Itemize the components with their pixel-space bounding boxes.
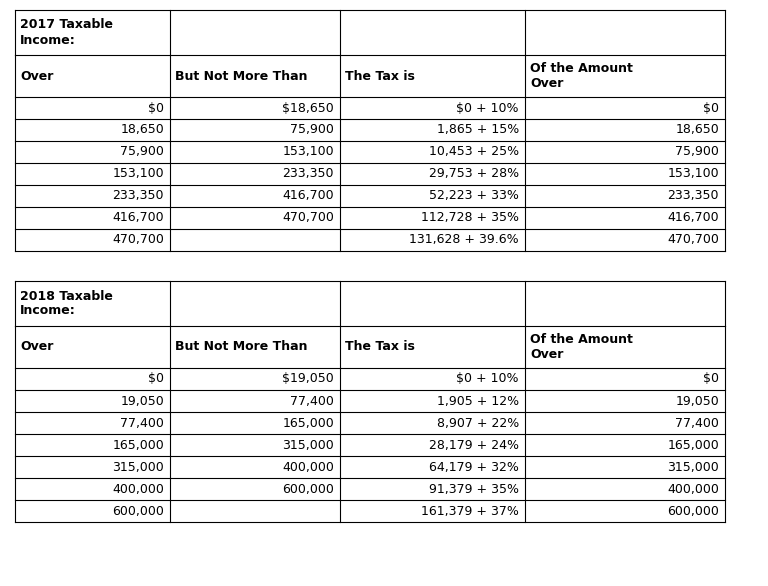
Text: 600,000: 600,000: [282, 482, 334, 496]
Text: 470,700: 470,700: [112, 233, 164, 247]
Text: 416,700: 416,700: [112, 212, 164, 224]
Text: Of the Amount
Over: Of the Amount Over: [530, 333, 633, 361]
Text: 165,000: 165,000: [283, 417, 334, 430]
Text: 153,100: 153,100: [667, 168, 719, 180]
Text: 75,900: 75,900: [675, 145, 719, 158]
Text: 600,000: 600,000: [112, 505, 164, 517]
Text: 75,900: 75,900: [120, 145, 164, 158]
Text: 600,000: 600,000: [667, 505, 719, 517]
Text: 233,350: 233,350: [283, 168, 334, 180]
Text: $0 + 10%: $0 + 10%: [456, 373, 519, 386]
Text: 91,379 + 35%: 91,379 + 35%: [429, 482, 519, 496]
Text: 315,000: 315,000: [112, 461, 164, 473]
Text: 75,900: 75,900: [290, 124, 334, 137]
Text: The Tax is: The Tax is: [345, 340, 415, 353]
Text: 18,650: 18,650: [121, 124, 164, 137]
Text: Of the Amount
Over: Of the Amount Over: [530, 62, 633, 90]
Text: $0: $0: [148, 101, 164, 114]
Text: 470,700: 470,700: [667, 233, 719, 247]
Text: 2017 Taxable
Income:: 2017 Taxable Income:: [20, 19, 113, 46]
Text: 77,400: 77,400: [290, 394, 334, 407]
Text: 165,000: 165,000: [112, 438, 164, 451]
Text: 233,350: 233,350: [667, 189, 719, 203]
Text: 1,865 + 15%: 1,865 + 15%: [437, 124, 519, 137]
Text: 233,350: 233,350: [112, 189, 164, 203]
Text: $0: $0: [703, 101, 719, 114]
Text: But Not More Than: But Not More Than: [175, 340, 307, 353]
Text: $19,050: $19,050: [283, 373, 334, 386]
Text: 19,050: 19,050: [121, 394, 164, 407]
Text: 77,400: 77,400: [675, 417, 719, 430]
Text: 161,379 + 37%: 161,379 + 37%: [421, 505, 519, 517]
Text: 52,223 + 33%: 52,223 + 33%: [429, 189, 519, 203]
Text: 112,728 + 35%: 112,728 + 35%: [421, 212, 519, 224]
Text: 400,000: 400,000: [667, 482, 719, 496]
Text: 416,700: 416,700: [667, 212, 719, 224]
Text: 77,400: 77,400: [120, 417, 164, 430]
Text: 315,000: 315,000: [283, 438, 334, 451]
Text: 470,700: 470,700: [282, 212, 334, 224]
Text: 2018 Taxable
Income:: 2018 Taxable Income:: [20, 289, 113, 318]
Text: 400,000: 400,000: [112, 482, 164, 496]
Text: 165,000: 165,000: [667, 438, 719, 451]
Text: 64,179 + 32%: 64,179 + 32%: [429, 461, 519, 473]
Text: $0: $0: [148, 373, 164, 386]
Text: 29,753 + 28%: 29,753 + 28%: [429, 168, 519, 180]
Text: 400,000: 400,000: [282, 461, 334, 473]
Text: But Not More Than: But Not More Than: [175, 70, 307, 83]
Text: The Tax is: The Tax is: [345, 70, 415, 83]
Text: $0: $0: [703, 373, 719, 386]
Text: 19,050: 19,050: [675, 394, 719, 407]
Text: $18,650: $18,650: [283, 101, 334, 114]
Text: 416,700: 416,700: [283, 189, 334, 203]
Text: 131,628 + 39.6%: 131,628 + 39.6%: [409, 233, 519, 247]
Text: 8,907 + 22%: 8,907 + 22%: [437, 417, 519, 430]
Text: Over: Over: [20, 70, 53, 83]
Text: 315,000: 315,000: [667, 461, 719, 473]
Text: $0 + 10%: $0 + 10%: [456, 101, 519, 114]
Text: 153,100: 153,100: [283, 145, 334, 158]
Text: 28,179 + 24%: 28,179 + 24%: [429, 438, 519, 451]
Text: Over: Over: [20, 340, 53, 353]
Text: 18,650: 18,650: [675, 124, 719, 137]
Text: 10,453 + 25%: 10,453 + 25%: [429, 145, 519, 158]
Text: 153,100: 153,100: [112, 168, 164, 180]
Text: 1,905 + 12%: 1,905 + 12%: [437, 394, 519, 407]
